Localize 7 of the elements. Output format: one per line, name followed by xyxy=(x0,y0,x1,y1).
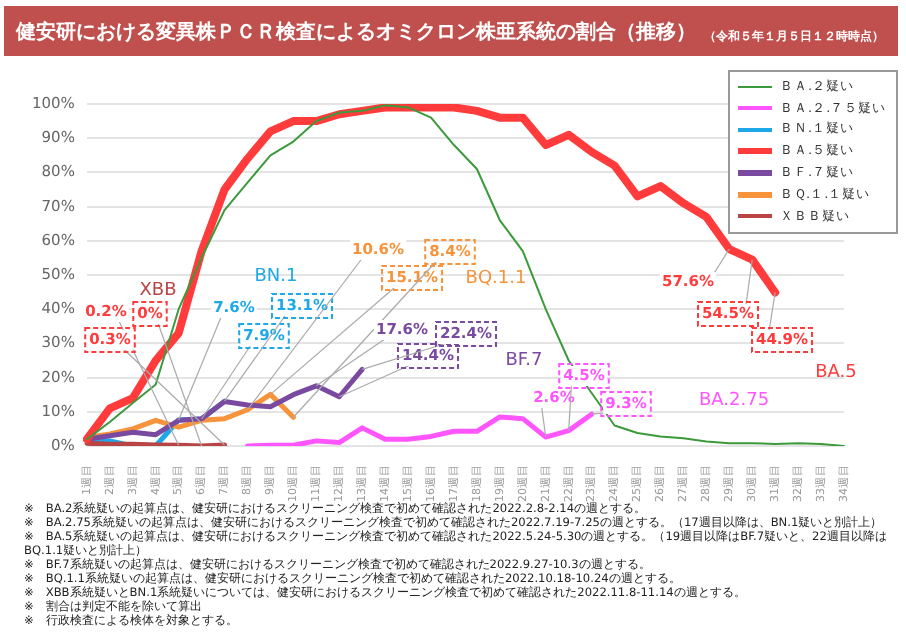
annotation: XBB xyxy=(139,280,177,301)
annotation: BA.2.75 xyxy=(698,390,770,411)
annotation: BA.5 xyxy=(815,362,857,383)
annotation: BN.1 xyxy=(254,266,298,287)
annotation: BQ.1.1 xyxy=(465,268,527,289)
annotation: BF.7 xyxy=(505,350,543,371)
chart-title: 健安研における変異株ＰＣＲ検査によるオミクロン株亜系統の割合（推移） xyxy=(16,18,696,46)
